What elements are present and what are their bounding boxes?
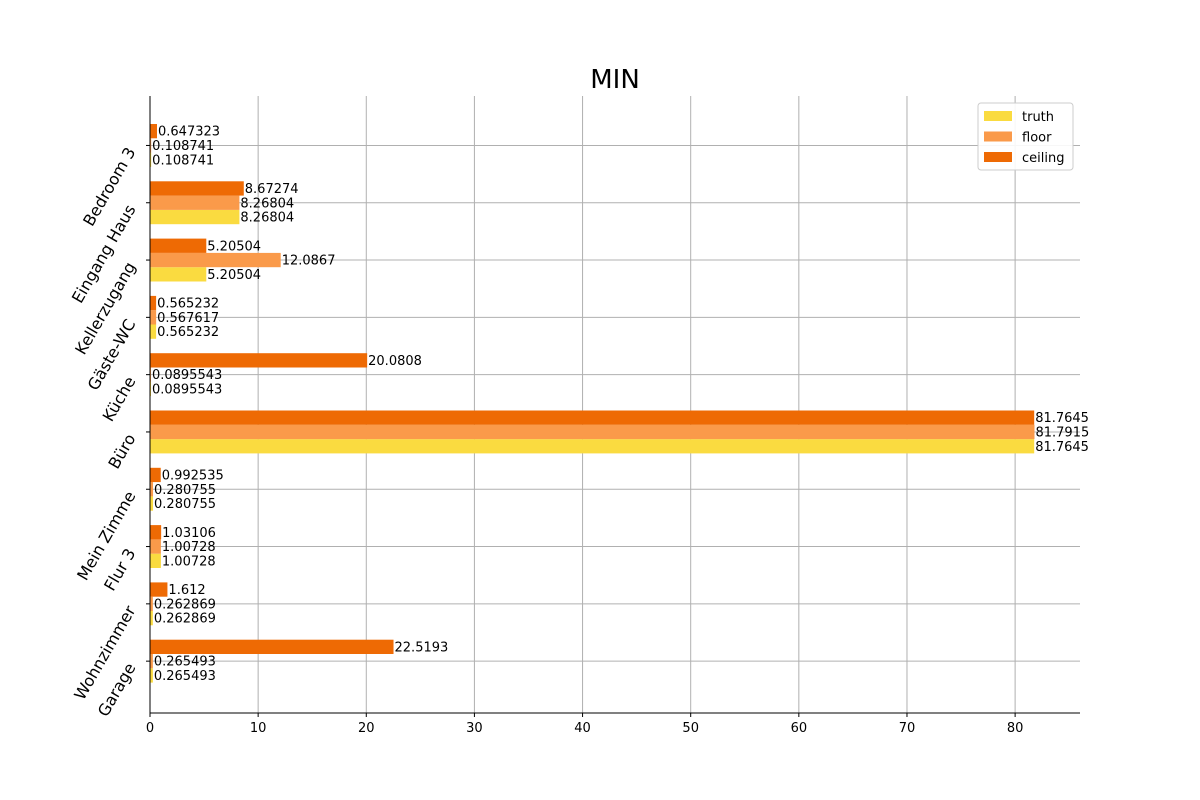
bar-ceiling [150,295,157,311]
data-label: 0.0895543 [152,368,222,383]
data-label: 0.565232 [157,325,219,340]
bar-ceiling [150,467,161,483]
data-label: 0.262869 [154,612,216,627]
data-label: 0.262869 [154,597,216,612]
bar-ceiling [150,353,368,368]
bar-floor [150,195,240,210]
bar-truth [150,439,1035,454]
bars [150,124,1035,683]
data-label: 0.265493 [154,655,216,670]
data-label: 0.108741 [152,139,214,154]
x-tick-label: 50 [682,721,699,736]
bar-floor [150,654,153,669]
bar-ceiling [150,238,207,253]
bar-ceiling [150,410,1035,425]
legend-label-ceiling: ceiling [1022,151,1064,166]
data-label: 8.26804 [240,196,294,211]
legend: truth floor ceiling [977,102,1074,171]
bar-truth [150,553,161,568]
data-label: 0.565232 [157,297,219,312]
data-label: 0.647323 [158,125,220,140]
data-label: 0.567617 [157,311,219,326]
bar-ceiling [150,525,162,540]
data-label: 1.00728 [162,540,216,555]
data-label: 0.265493 [154,669,216,684]
y-tick-label: Büro [104,430,139,472]
bar-ceiling [150,181,244,196]
data-label: 0.108741 [152,153,214,168]
bar-truth [150,267,207,282]
x-tick-label: 70 [899,721,916,736]
value-labels: 0.1087410.1087410.6473238.268048.268048.… [152,125,1089,684]
bar-truth [150,152,152,167]
x-tick-label: 40 [574,721,591,736]
bar-truth [150,324,157,339]
data-label: 0.0895543 [152,382,222,397]
data-label: 81.7915 [1035,425,1089,440]
data-label: 81.7645 [1035,440,1089,455]
bar-floor [150,424,1035,440]
legend-swatch-floor [984,131,1012,142]
data-label: 1.00728 [162,554,216,569]
bar-floor [150,252,281,268]
data-label: 81.7645 [1035,411,1089,426]
data-label: 0.280755 [154,483,216,498]
x-tick-label: 20 [358,721,375,736]
legend-label-floor: floor [1022,131,1052,146]
legend-swatch-ceiling [984,152,1012,162]
bar-truth [150,209,240,225]
legend-label-truth: truth [1022,110,1054,125]
bar-ceiling [150,582,168,597]
legend-swatch-truth [984,111,1012,121]
data-label: 8.26804 [240,211,294,226]
x-tick-label: 0 [146,721,154,736]
x-tick-label: 30 [466,721,483,736]
data-label: 22.5193 [395,640,449,655]
bar-truth [150,668,153,683]
y-tick-label: Wohnzimmer [70,602,139,703]
bar-ceiling [150,639,394,654]
bar-truth [150,611,153,626]
axes [146,96,1080,717]
data-label: 8.67274 [245,182,299,197]
data-label: 20.0808 [368,354,422,369]
data-label: 5.20504 [207,239,261,254]
grid [149,96,1080,713]
data-label: 1.03106 [162,526,216,541]
bar-floor [150,310,157,325]
bar-floor [150,596,153,611]
x-tick-label: 10 [250,721,267,736]
bar-ceiling [150,124,158,139]
data-label: 0.992535 [162,468,224,483]
bar-floor [150,138,152,153]
x-tick-label: 80 [1007,721,1024,736]
bar-floor [150,482,154,497]
data-label: 12.0867 [282,254,336,269]
x-tick-labels: 0 10 20 30 40 50 60 70 80 [146,721,1024,736]
bar-floor [150,539,161,554]
data-label: 5.20504 [207,268,261,283]
bar-truth [150,496,154,511]
x-tick-label: 60 [791,721,808,736]
data-label: 1.612 [168,583,205,598]
chart-title: MIN [590,65,640,95]
data-label: 0.280755 [154,497,216,512]
